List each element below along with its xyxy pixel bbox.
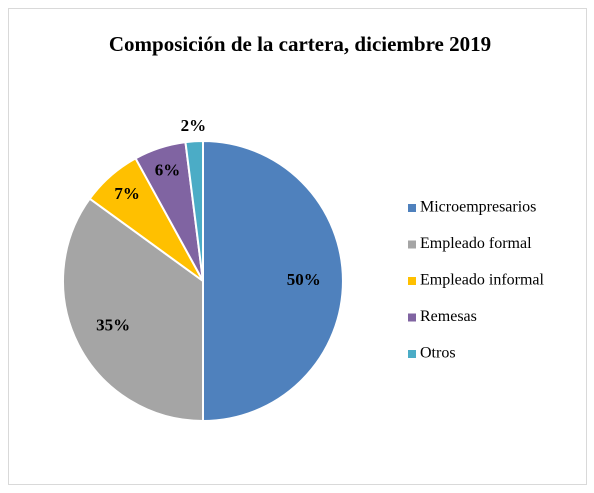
legend-swatch [408, 313, 416, 322]
legend-label: Otros [420, 345, 456, 362]
legend-label: Microempresarios [420, 199, 536, 216]
data-label: 50% [287, 270, 321, 289]
legend-label: Empleado formal [420, 235, 532, 252]
legend-swatch [408, 240, 416, 249]
legend-swatch [408, 204, 416, 212]
data-label: 2% [181, 116, 207, 135]
pie-slice [202, 139, 344, 423]
data-label: 6% [155, 161, 181, 180]
legend-label: Empleado informal [420, 272, 545, 289]
pie-slice [62, 197, 204, 423]
data-label: 35% [96, 316, 130, 335]
legend-swatch [408, 277, 416, 285]
pie-slice [184, 139, 204, 282]
legend-label: Remesas [420, 308, 477, 325]
data-label: 7% [114, 184, 140, 203]
legend-swatch [408, 350, 416, 358]
chart-title: Composición de la cartera, diciembre 201… [109, 32, 491, 56]
